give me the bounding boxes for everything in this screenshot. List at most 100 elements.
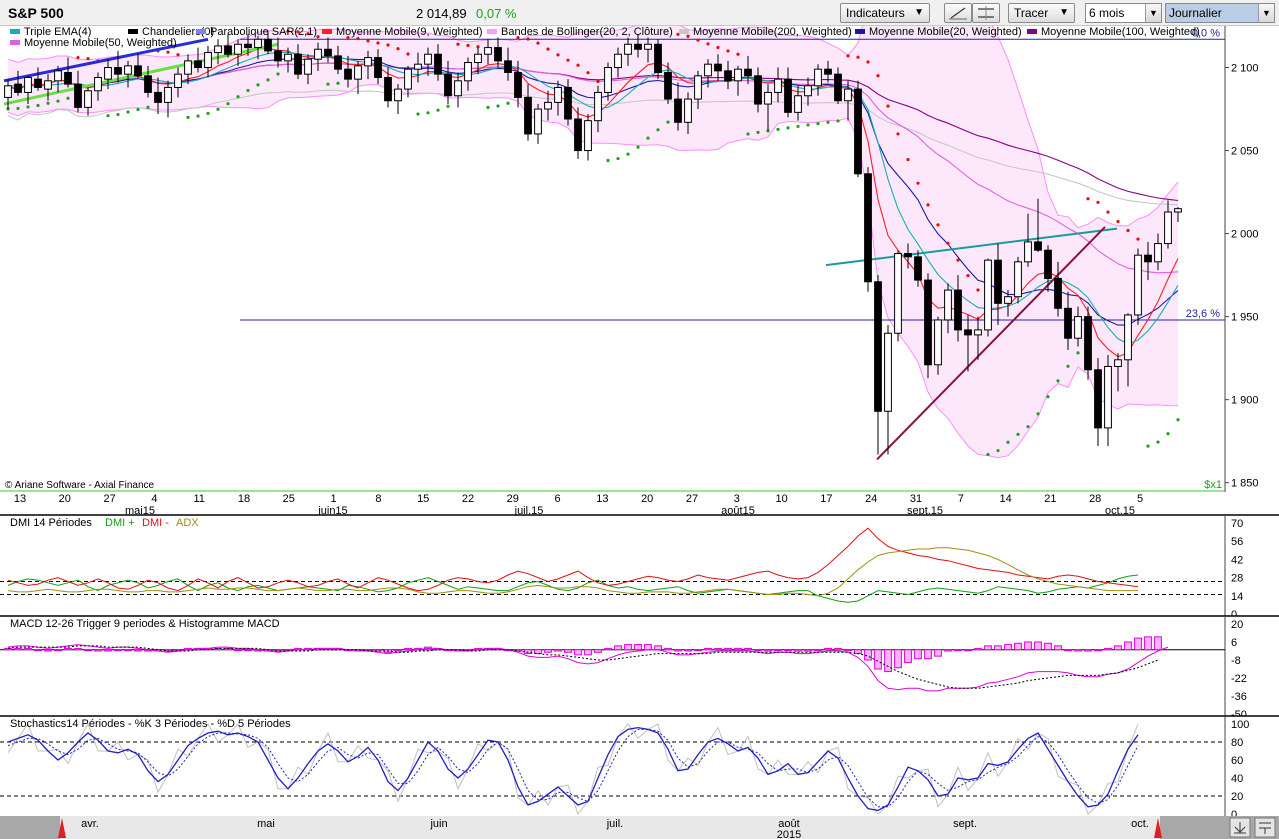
dmi-title: DMI 14 Périodes bbox=[10, 517, 92, 529]
trend-line-icon bbox=[949, 7, 967, 20]
price-tick-label: 2 000 bbox=[1231, 229, 1259, 241]
sar-dot bbox=[16, 106, 20, 111]
sar-dot bbox=[436, 108, 440, 112]
macd-histogram-bar bbox=[634, 644, 642, 651]
candle-body bbox=[24, 76, 32, 93]
candle-body bbox=[1124, 314, 1132, 361]
panel-tick-label: 20 bbox=[1231, 619, 1243, 631]
sar-dot bbox=[1136, 237, 1140, 241]
candle-body bbox=[674, 98, 682, 123]
download-icon bbox=[1234, 822, 1246, 834]
macd-histogram-bar bbox=[1044, 642, 1052, 651]
macd-histogram-bar bbox=[1054, 645, 1062, 651]
interval-select[interactable]: Journalier ▼ bbox=[1165, 3, 1275, 23]
sar-dot bbox=[1106, 210, 1110, 214]
macd-histogram-bar bbox=[784, 649, 792, 652]
dmi-panel[interactable]: 70 56 42 28 14 0 DMI 14 Périodes DMI + DMI - ADX bbox=[0, 514, 1279, 621]
macd-histogram-bar bbox=[814, 649, 822, 652]
candle-body bbox=[394, 88, 402, 102]
sar-dot bbox=[976, 288, 980, 292]
date-tick-label: 18 bbox=[238, 493, 250, 505]
legend-label: Moyenne Mobile(9, Weighted) bbox=[336, 26, 483, 38]
sar-dot bbox=[606, 158, 610, 163]
line-tool-button[interactable] bbox=[944, 3, 972, 23]
legend-swatch bbox=[128, 29, 138, 34]
chevron-down-icon[interactable]: ▼ bbox=[1258, 4, 1274, 22]
macd-histogram-bar bbox=[744, 647, 752, 651]
sar-dot bbox=[1046, 395, 1050, 399]
macd-histogram-bar bbox=[664, 647, 672, 651]
sar-dot bbox=[636, 145, 640, 149]
draw-button[interactable]: Tracer ▼ bbox=[1008, 3, 1075, 23]
panel-bg bbox=[0, 515, 1279, 616]
date-tick-label: 13 bbox=[14, 493, 26, 505]
sar-dot bbox=[866, 60, 870, 64]
dmi-legend-label: ADX bbox=[176, 517, 199, 529]
candle-body bbox=[524, 96, 532, 135]
period-select[interactable]: 6 mois ▼ bbox=[1085, 3, 1162, 23]
candle-body bbox=[544, 101, 552, 110]
sar-dot bbox=[196, 114, 200, 118]
macd-histogram-bar bbox=[654, 645, 662, 651]
date-tick-label: 4 bbox=[151, 493, 157, 505]
candle-body bbox=[304, 58, 312, 75]
macd-histogram-bar bbox=[994, 645, 1002, 651]
month-label: juin15 bbox=[317, 505, 347, 517]
candle-body bbox=[944, 289, 952, 321]
sar-dot bbox=[526, 37, 530, 41]
macd-histogram-bar bbox=[1094, 649, 1102, 652]
sar-dot bbox=[666, 120, 670, 124]
candle-body bbox=[734, 68, 742, 82]
sar-dot bbox=[536, 41, 540, 45]
candle-body bbox=[584, 120, 592, 152]
navigator-month-label: sept. bbox=[953, 818, 977, 830]
macd-histogram-bar bbox=[1074, 649, 1082, 652]
candle-body bbox=[964, 329, 972, 336]
panel-tick-label: 42 bbox=[1231, 554, 1243, 566]
horizontal-line-tool-button[interactable] bbox=[972, 3, 1000, 23]
candle-body bbox=[474, 53, 482, 64]
candle-body bbox=[914, 256, 922, 281]
candle-body bbox=[114, 67, 122, 75]
macd-histogram-bar bbox=[1154, 636, 1162, 651]
trend-line-support bbox=[876, 226, 1106, 461]
stochastics-panel[interactable]: 100 80 60 40 20 0 Stochastics14 Périodes - %K … bbox=[0, 715, 1279, 821]
legend-label: Parabolique SAR(2,1) bbox=[210, 26, 317, 38]
legend-swatch bbox=[10, 29, 20, 34]
sar-dot bbox=[1156, 440, 1160, 444]
macd-histogram-bar bbox=[1124, 641, 1132, 651]
sar-dot bbox=[256, 83, 260, 87]
macd-histogram-bar bbox=[1134, 637, 1142, 651]
triple-ema-line bbox=[7, 51, 1179, 345]
sar-dot bbox=[596, 79, 600, 84]
caret-down-icon: ▼ bbox=[914, 7, 924, 18]
chevron-down-icon[interactable]: ▼ bbox=[1145, 4, 1161, 22]
macd-histogram-bar bbox=[534, 649, 542, 655]
macd-histogram-bar bbox=[14, 647, 22, 651]
candle-body bbox=[514, 72, 522, 98]
sar-dot bbox=[856, 55, 860, 59]
candle-body bbox=[904, 253, 912, 258]
time-navigator[interactable]: avr. mai juin juil. août sept. oct. 2015 bbox=[0, 816, 1279, 839]
indicators-button[interactable]: Indicateurs ▼ bbox=[840, 3, 930, 23]
candle-body bbox=[354, 65, 362, 80]
navigator-month-label: juil. bbox=[606, 818, 624, 830]
candle-body bbox=[254, 38, 262, 49]
candle-body bbox=[64, 72, 72, 85]
candle-body bbox=[344, 68, 352, 80]
month-label: juil.15 bbox=[514, 505, 544, 517]
candle-body bbox=[294, 53, 302, 75]
stoch-title: Stochastics14 Périodes - %K 3 Périodes -… bbox=[10, 718, 291, 730]
panel-tick-label: 70 bbox=[1231, 518, 1243, 530]
date-tick-label: 27 bbox=[103, 493, 115, 505]
macd-histogram-bar bbox=[214, 647, 222, 651]
candle-body bbox=[704, 63, 712, 77]
candle-body bbox=[724, 70, 732, 82]
macd-histogram-bar bbox=[94, 649, 102, 652]
legend-label: Moyenne Mobile(20, Weighted) bbox=[869, 26, 1022, 38]
macd-histogram-bar bbox=[1064, 649, 1072, 652]
ma200-line bbox=[7, 89, 1179, 206]
